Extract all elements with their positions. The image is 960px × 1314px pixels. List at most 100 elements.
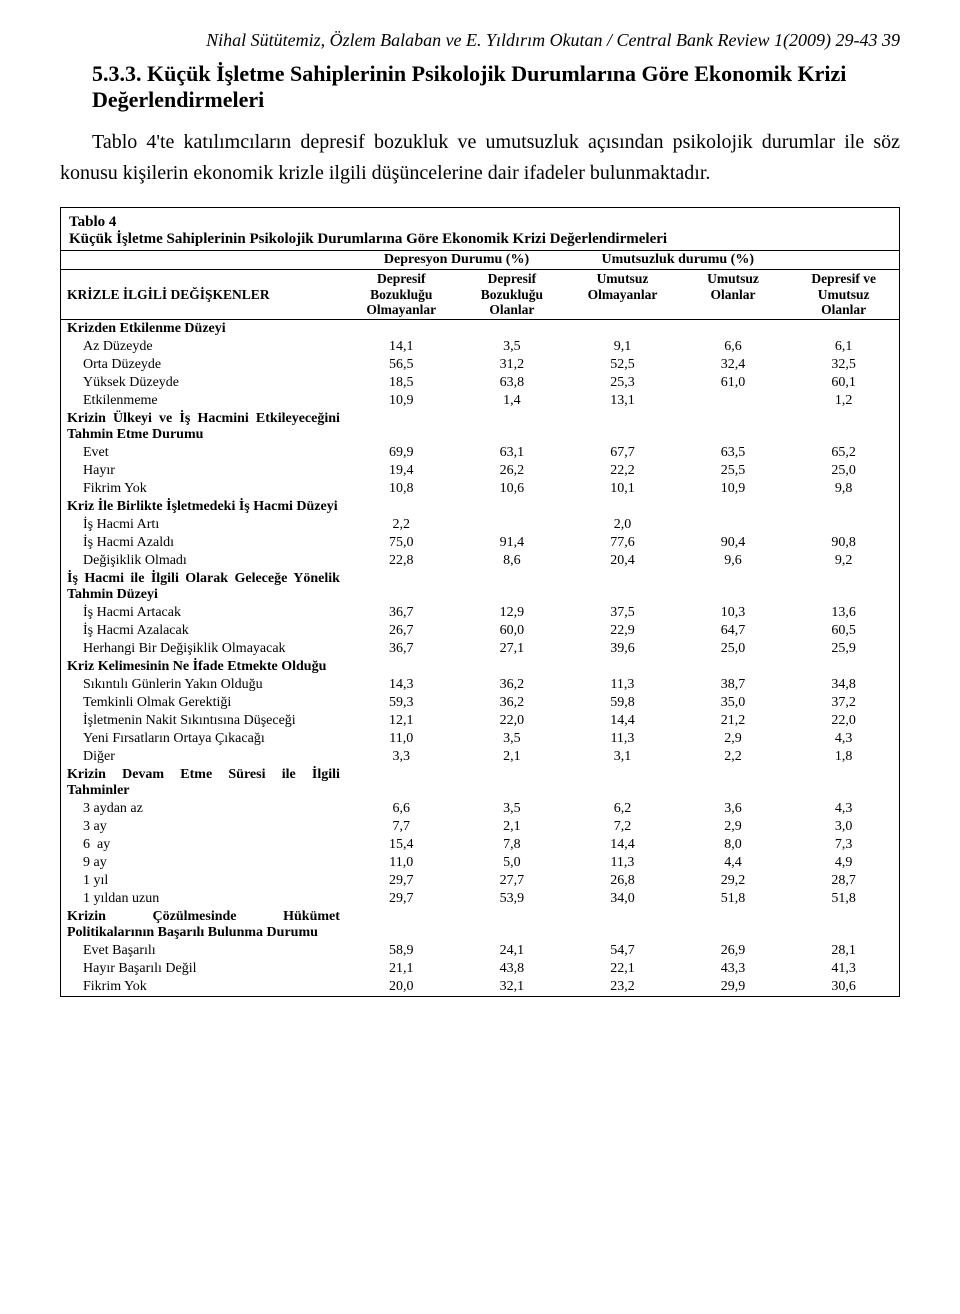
cell: [567, 410, 678, 444]
cell: 31,2: [457, 356, 568, 374]
cell: 24,1: [457, 942, 568, 960]
cell: 60,1: [788, 374, 899, 392]
cell: 2,2: [678, 748, 789, 766]
cell: 65,2: [788, 444, 899, 462]
cell: 27,7: [457, 872, 568, 890]
cell: 90,8: [788, 534, 899, 552]
row-label: Kriz İle Birlikte İşletmedeki İş Hacmi D…: [61, 498, 346, 516]
table-row: Sıkıntılı Günlerin Yakın Olduğu14,336,21…: [61, 676, 899, 694]
cell: 8,0: [678, 836, 789, 854]
cell: 90,4: [678, 534, 789, 552]
table-header-row-sub: KRİZLE İLGİLİ DEĞİŞKENLER Depresif Bozuk…: [61, 270, 899, 320]
cell: 3,1: [567, 748, 678, 766]
cell: 10,9: [678, 480, 789, 498]
cell: 28,7: [788, 872, 899, 890]
cell: [678, 516, 789, 534]
cell: 63,5: [678, 444, 789, 462]
row-label: İş Hacmi Artı: [61, 516, 346, 534]
table-row: 3 ay7,72,17,22,93,0: [61, 818, 899, 836]
cell: 27,1: [457, 640, 568, 658]
cell: 9,2: [788, 552, 899, 570]
cell: 32,1: [457, 978, 568, 996]
row-label: Az Düzeyde: [61, 338, 346, 356]
header-group-umutsuzluk: Umutsuzluk durumu (%): [567, 251, 788, 270]
cell: 39,6: [567, 640, 678, 658]
cell: 26,2: [457, 462, 568, 480]
cell: 9,1: [567, 338, 678, 356]
row-label: 3 ay: [61, 818, 346, 836]
table-row: 1 yıl29,727,726,829,228,7: [61, 872, 899, 890]
row-label: Etkilenmeme: [61, 392, 346, 410]
cell: 25,0: [788, 462, 899, 480]
running-head: Nihal Sütütemiz, Özlem Balaban ve E. Yıl…: [60, 30, 900, 51]
row-label: Orta Düzeyde: [61, 356, 346, 374]
cell: 2,0: [567, 516, 678, 534]
header-sub-3: Umutsuz Olmayanlar: [567, 270, 678, 320]
cell: 61,0: [678, 374, 789, 392]
cell: 12,1: [346, 712, 457, 730]
cell: [457, 319, 568, 338]
table-4-container: Tablo 4 Küçük İşletme Sahiplerinin Psiko…: [60, 207, 900, 997]
cell: 67,7: [567, 444, 678, 462]
row-label: Krizin Ülkeyi ve İş Hacmini Etkileyeceği…: [61, 410, 346, 444]
table-row: 6 ay15,47,814,48,07,3: [61, 836, 899, 854]
table-row: Kriz Kelimesinin Ne İfade Etmekte Olduğu: [61, 658, 899, 676]
page: Nihal Sütütemiz, Özlem Balaban ve E. Yıl…: [0, 0, 960, 1037]
cell: [457, 908, 568, 942]
table-row: Hayır Başarılı Değil21,143,822,143,341,3: [61, 960, 899, 978]
cell: 60,0: [457, 622, 568, 640]
cell: 6,2: [567, 800, 678, 818]
cell: 34,0: [567, 890, 678, 908]
table-body: Krizden Etkilenme DüzeyiAz Düzeyde14,13,…: [61, 319, 899, 996]
cell: 4,3: [788, 800, 899, 818]
header-sub-5: Depresif ve Umutsuz Olanlar: [788, 270, 899, 320]
cell: [678, 766, 789, 800]
cell: [678, 658, 789, 676]
table-row: Az Düzeyde14,13,59,16,66,1: [61, 338, 899, 356]
row-label: İş Hacmi Azalacak: [61, 622, 346, 640]
cell: 22,1: [567, 960, 678, 978]
table-row: İş Hacmi ile İlgili Olarak Geleceğe Yöne…: [61, 570, 899, 604]
cell: 11,0: [346, 730, 457, 748]
cell: 36,7: [346, 604, 457, 622]
row-label: Yeni Fırsatların Ortaya Çıkacağı: [61, 730, 346, 748]
cell: 3,6: [678, 800, 789, 818]
cell: [346, 908, 457, 942]
cell: [678, 570, 789, 604]
cell: 2,2: [346, 516, 457, 534]
cell: 11,3: [567, 676, 678, 694]
cell: 21,1: [346, 960, 457, 978]
row-label: 9 ay: [61, 854, 346, 872]
cell: [457, 516, 568, 534]
cell: 32,4: [678, 356, 789, 374]
row-label: Kriz Kelimesinin Ne İfade Etmekte Olduğu: [61, 658, 346, 676]
cell: 14,4: [567, 836, 678, 854]
header-rowlabel: KRİZLE İLGİLİ DEĞİŞKENLER: [61, 270, 346, 320]
row-label: 3 aydan az: [61, 800, 346, 818]
cell: 18,5: [346, 374, 457, 392]
cell: 12,9: [457, 604, 568, 622]
cell: 3,0: [788, 818, 899, 836]
cell: 43,3: [678, 960, 789, 978]
cell: [678, 410, 789, 444]
table-row: 3 aydan az6,63,56,23,64,3: [61, 800, 899, 818]
cell: 22,0: [457, 712, 568, 730]
table-row: Herhangi Bir Değişiklik Olmayacak36,727,…: [61, 640, 899, 658]
cell: 63,8: [457, 374, 568, 392]
row-label: Hayır Başarılı Değil: [61, 960, 346, 978]
row-label: Herhangi Bir Değişiklik Olmayacak: [61, 640, 346, 658]
cell: 7,7: [346, 818, 457, 836]
cell: [457, 410, 568, 444]
cell: 3,3: [346, 748, 457, 766]
cell: [678, 908, 789, 942]
table-row: İş Hacmi Artacak36,712,937,510,313,6: [61, 604, 899, 622]
cell: 91,4: [457, 534, 568, 552]
row-label: Değişiklik Olmadı: [61, 552, 346, 570]
cell: 29,7: [346, 872, 457, 890]
row-label: Diğer: [61, 748, 346, 766]
cell: 9,6: [678, 552, 789, 570]
table-row: Yüksek Düzeyde18,563,825,361,060,1: [61, 374, 899, 392]
row-label: Fikrim Yok: [61, 480, 346, 498]
table-row: Evet Başarılı58,924,154,726,928,1: [61, 942, 899, 960]
cell: 11,3: [567, 854, 678, 872]
